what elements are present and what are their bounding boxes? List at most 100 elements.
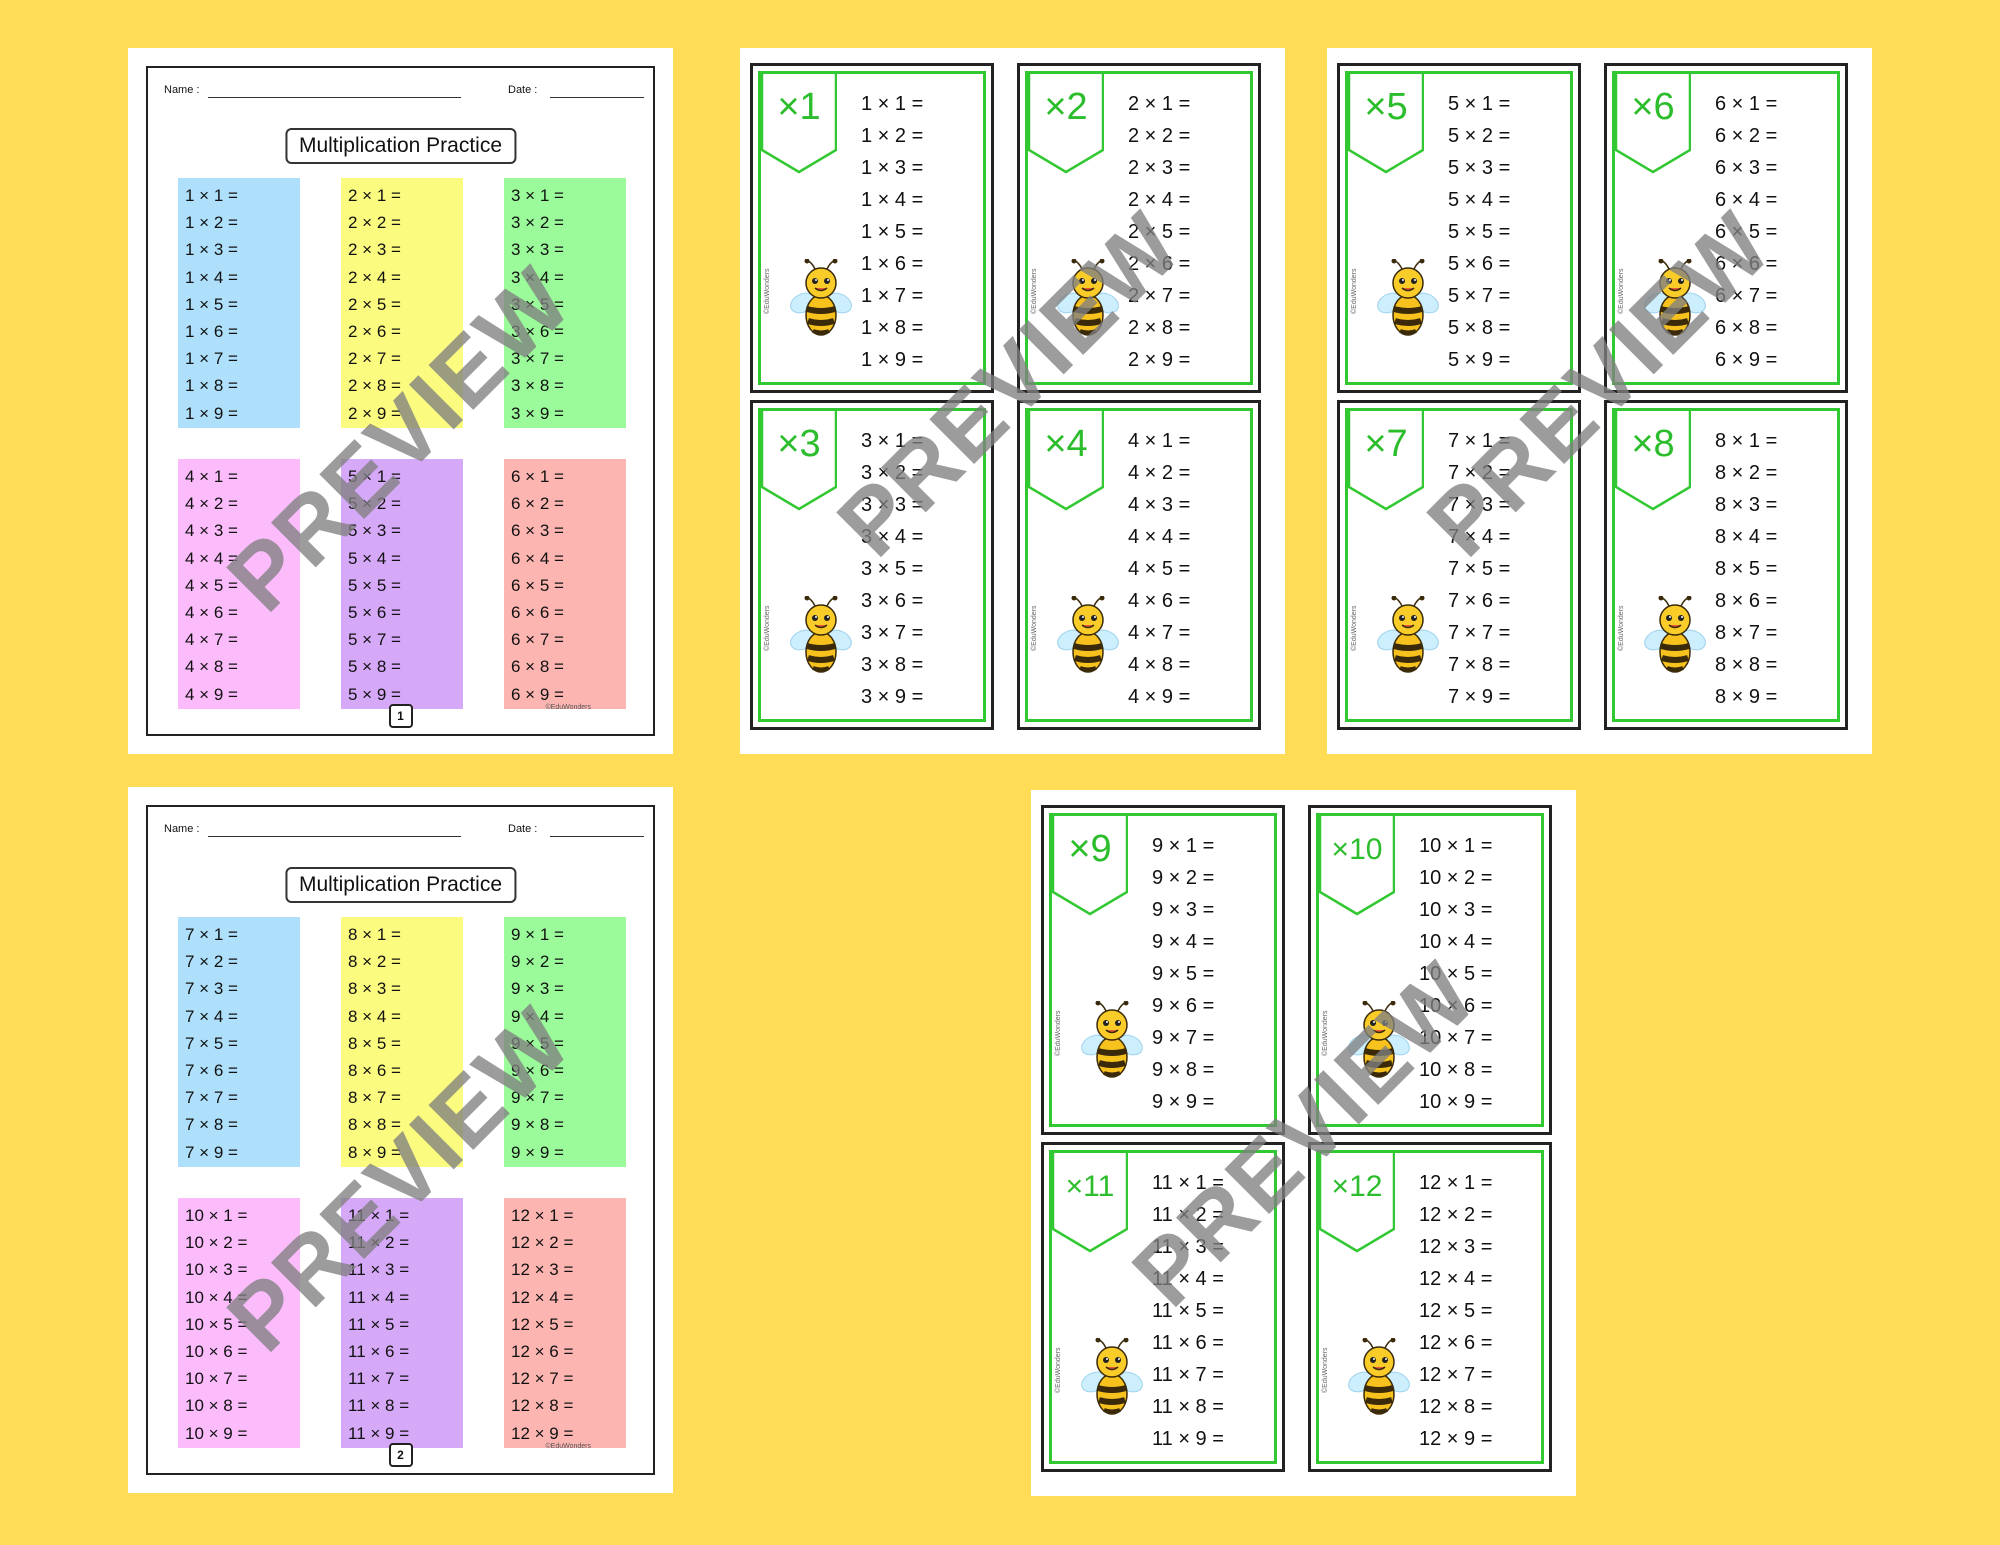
card-border: ×6 6 × 1 = 6 × 2 = 6 × 3 = 6 × 4 = 6 × 5 = 6 … bbox=[1612, 71, 1840, 385]
equation: 10 × 2 = bbox=[1419, 867, 1493, 889]
table-block-7: 7 × 1 = 7 × 2 = 7 × 3 = 7 × 4 = 7 × 5 = 7 × 6… bbox=[178, 917, 300, 1167]
equation: 10 × 8 = bbox=[185, 1396, 248, 1416]
equation: 8 × 1 = bbox=[348, 925, 401, 944]
equation-list: 11 × 1 = 11 × 2 = 11 × 3 = 11 × 4 = 11 × 5 =… bbox=[1152, 1167, 1224, 1455]
equation: 11 × 3 = bbox=[348, 1260, 410, 1280]
equation: 12 × 9 = bbox=[511, 1423, 574, 1443]
equation: 1 × 4 = bbox=[861, 189, 924, 211]
table-flag: ×7 bbox=[1348, 411, 1424, 511]
card-border: ×9 9 × 1 = 9 × 2 = 9 × 3 = 9 × 4 = 9 × 5 = 9 … bbox=[1049, 813, 1277, 1127]
equation: 9 × 6 = bbox=[1152, 995, 1215, 1017]
name-label: Name : bbox=[164, 823, 200, 835]
bee-icon bbox=[789, 258, 853, 339]
credit-text: ©EduWonders bbox=[764, 268, 771, 315]
equation: 2 × 2 = bbox=[348, 213, 401, 233]
equation: 11 × 6 = bbox=[348, 1341, 410, 1361]
equation: 9 × 1 = bbox=[1152, 835, 1215, 857]
date-line bbox=[550, 836, 644, 837]
credit-text: ©EduWonders bbox=[1031, 605, 1038, 652]
card-border: ×5 5 × 1 = 5 × 2 = 5 × 3 = 5 × 4 = 5 × 5 = 5 … bbox=[1345, 71, 1573, 385]
table-label: ×11 bbox=[1065, 1170, 1115, 1203]
equation: 1 × 1 = bbox=[185, 186, 238, 205]
page-number: 1 bbox=[388, 704, 413, 728]
equation: 5 × 8 = bbox=[1448, 317, 1511, 339]
equation: 6 × 3 = bbox=[511, 521, 564, 541]
equation: 3 × 4 = bbox=[511, 267, 564, 287]
flashcard-sheet-1: ×1 1 × 1 = 1 × 2 = 1 × 3 = 1 × 4 = 1 × 5 = 1 … bbox=[740, 48, 1285, 754]
equation: 7 × 5 = bbox=[1448, 558, 1511, 580]
table-block-5: 5 × 1 = 5 × 2 = 5 × 3 = 5 × 4 = 5 × 5 = 5 × 6… bbox=[341, 459, 463, 709]
equation: 3 × 2 = bbox=[511, 213, 564, 233]
equation: 6 × 2 = bbox=[1715, 125, 1778, 147]
flashcard-7: ×7 7 × 1 = 7 × 2 = 7 × 3 = 7 × 4 = 7 × 5 = 7 … bbox=[1337, 400, 1581, 730]
equation: 6 × 5 = bbox=[1715, 221, 1778, 243]
equation: 12 × 4 = bbox=[1419, 1268, 1493, 1290]
equation: 12 × 5 = bbox=[1419, 1300, 1493, 1322]
equation: 1 × 8 = bbox=[185, 376, 238, 396]
equation: 5 × 5 = bbox=[348, 575, 401, 595]
table-flag: ×4 bbox=[1028, 411, 1104, 511]
table-block-9: 9 × 1 = 9 × 2 = 9 × 3 = 9 × 4 = 9 × 5 = 9 × 6… bbox=[504, 917, 626, 1167]
equation: 8 × 9 = bbox=[348, 1142, 401, 1162]
equation: 4 × 7 = bbox=[185, 630, 238, 650]
table-block-3: 3 × 1 = 3 × 2 = 3 × 3 = 3 × 4 = 3 × 5 = 3 × 6… bbox=[504, 178, 626, 428]
table-label: ×6 bbox=[1631, 86, 1675, 128]
equation: 11 × 4 = bbox=[1152, 1268, 1224, 1290]
equation: 11 × 7 = bbox=[348, 1369, 410, 1389]
card-border: ×10 10 × 1 = 10 × 2 = 10 × 3 = 10 × 4 = 10 ×… bbox=[1316, 813, 1544, 1127]
equation: 7 × 2 = bbox=[185, 952, 238, 972]
worksheet-frame: Name : Date : Multiplication Practice 1 … bbox=[146, 66, 655, 736]
equation: 4 × 3 = bbox=[185, 521, 238, 541]
equation: 8 × 5 = bbox=[1715, 558, 1778, 580]
bee-icon bbox=[1080, 1000, 1144, 1081]
equation: 11 × 7 = bbox=[1152, 1364, 1224, 1386]
equation: 2 × 6 = bbox=[348, 321, 401, 341]
equation: 7 × 1 = bbox=[185, 925, 238, 944]
equation: 3 × 6 = bbox=[511, 321, 564, 341]
table-label: ×1 bbox=[777, 86, 821, 128]
equation: 5 × 4 = bbox=[1448, 189, 1511, 211]
equation: 6 × 6 = bbox=[511, 602, 564, 622]
equation: 12 × 5 = bbox=[511, 1314, 574, 1334]
equation: 7 × 9 = bbox=[1448, 686, 1511, 708]
credit-text: ©EduWonders bbox=[545, 1443, 592, 1450]
equation: 3 × 9 = bbox=[511, 403, 564, 423]
name-line bbox=[208, 836, 461, 837]
equation: 6 × 1 = bbox=[511, 467, 564, 486]
equation: 3 × 5 = bbox=[861, 558, 924, 580]
equation: 1 × 5 = bbox=[861, 221, 924, 243]
credit-text: ©EduWonders bbox=[764, 605, 771, 652]
equation: 7 × 4 = bbox=[185, 1006, 238, 1026]
equation: 9 × 9 = bbox=[1152, 1091, 1215, 1113]
equation: 4 × 3 = bbox=[1128, 494, 1191, 516]
worksheet-frame: Name : Date : Multiplication Practice 7 … bbox=[146, 805, 655, 1475]
table-block-10: 10 × 1 = 10 × 2 = 10 × 3 = 10 × 4 = 10 × 5 =… bbox=[178, 1198, 300, 1448]
equation: 4 × 9 = bbox=[1128, 686, 1191, 708]
equation: 10 × 2 = bbox=[185, 1233, 248, 1253]
equation: 12 × 4 = bbox=[511, 1287, 574, 1307]
table-label: ×3 bbox=[777, 423, 821, 465]
equation: 5 × 4 = bbox=[348, 548, 401, 568]
equation: 8 × 4 = bbox=[348, 1006, 401, 1026]
equation: 12 × 6 = bbox=[1419, 1332, 1493, 1354]
flashcard-3: ×3 3 × 1 = 3 × 2 = 3 × 3 = 3 × 4 = 3 × 5 = 3 … bbox=[750, 400, 994, 730]
equation: 2 × 4 = bbox=[348, 267, 401, 287]
equation: 10 × 5 = bbox=[1419, 963, 1493, 985]
name-date-row: Name : Date : bbox=[164, 823, 644, 847]
equation: 3 × 4 = bbox=[861, 526, 924, 548]
card-border: ×3 3 × 1 = 3 × 2 = 3 × 3 = 3 × 4 = 3 × 5 = 3 … bbox=[758, 408, 986, 722]
equation: 8 × 6 = bbox=[348, 1060, 401, 1080]
equation: 2 × 5 = bbox=[348, 294, 401, 314]
equation: 3 × 2 = bbox=[861, 462, 924, 484]
equation: 8 × 2 = bbox=[348, 952, 401, 972]
equation: 10 × 7 = bbox=[1419, 1027, 1493, 1049]
credit-text: ©EduWonders bbox=[1322, 1347, 1329, 1394]
table-block-2: 2 × 1 = 2 × 2 = 2 × 3 = 2 × 4 = 2 × 5 = 2 × 6… bbox=[341, 178, 463, 428]
table-block-4: 4 × 1 = 4 × 2 = 4 × 3 = 4 × 4 = 4 × 5 = 4 × 6… bbox=[178, 459, 300, 709]
equation: 9 × 2 = bbox=[511, 952, 564, 972]
equation: 4 × 6 = bbox=[185, 602, 238, 622]
table-block-12: 12 × 1 = 12 × 2 = 12 × 3 = 12 × 4 = 12 × 5 =… bbox=[504, 1198, 626, 1448]
equation: 4 × 8 = bbox=[1128, 654, 1191, 676]
equation: 9 × 8 = bbox=[511, 1115, 564, 1135]
equation: 4 × 6 = bbox=[1128, 590, 1191, 612]
